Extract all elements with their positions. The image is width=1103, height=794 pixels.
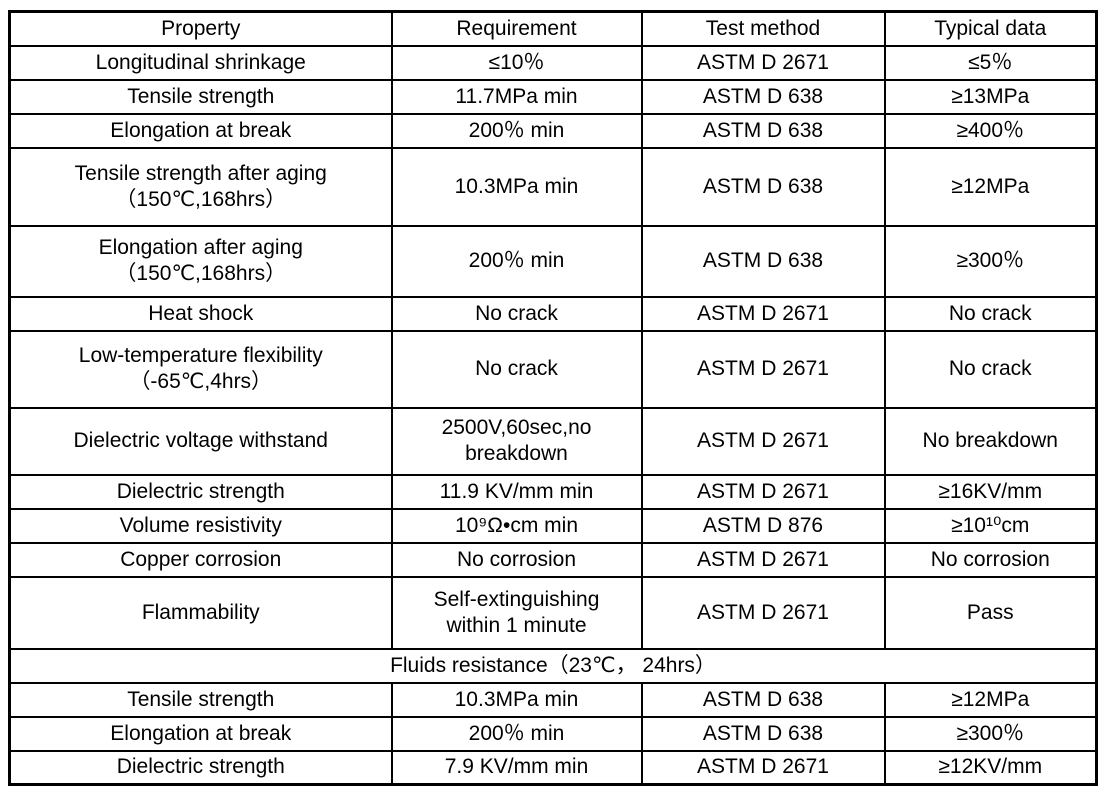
cell-typical-data: ≥12KV/mm bbox=[883, 749, 1098, 786]
cell-property: Volume resistivity bbox=[8, 507, 393, 544]
cell-test-method: ASTM D 638 bbox=[640, 224, 886, 298]
cell-typical-data: No corrosion bbox=[883, 541, 1098, 578]
cell-property: Tensile strength bbox=[8, 681, 393, 718]
cell-typical-data: ≤5％ bbox=[883, 44, 1098, 81]
cell-property: Dielectric strength bbox=[8, 749, 393, 786]
cell-typical-data: ≥400％ bbox=[883, 112, 1098, 149]
cell-typical-data: ≥300％ bbox=[883, 715, 1098, 752]
table-row: Flammability Self-extinguishing within 1… bbox=[8, 575, 1098, 650]
column-header-typical-data: Typical data bbox=[883, 10, 1098, 47]
cell-test-method: ASTM D 2671 bbox=[640, 541, 886, 578]
table-row: Elongation at break 200％ min ASTM D 638 … bbox=[8, 715, 1098, 752]
cell-test-method: ASTM D 876 bbox=[640, 507, 886, 544]
cell-test-method: ASTM D 2671 bbox=[640, 575, 886, 650]
table-row: Volume resistivity 10⁹Ω•cm min ASTM D 87… bbox=[8, 507, 1098, 544]
cell-property: Dielectric voltage withstand bbox=[8, 406, 393, 476]
cell-requirement: 10⁹Ω•cm min bbox=[390, 507, 643, 544]
cell-test-method: ASTM D 638 bbox=[640, 681, 886, 718]
section-header-row: Fluids resistance（23℃， 24hrs） bbox=[8, 647, 1098, 684]
cell-requirement: 10.3MPa min bbox=[390, 146, 643, 227]
cell-test-method: ASTM D 638 bbox=[640, 146, 886, 227]
cell-requirement: No crack bbox=[390, 295, 643, 332]
table-row: Tensile strength 11.7MPa min ASTM D 638 … bbox=[8, 78, 1098, 115]
column-header-requirement: Requirement bbox=[390, 10, 643, 47]
cell-property: Tensile strength bbox=[8, 78, 393, 115]
table-row: Tensile strength 10.3MPa min ASTM D 638 … bbox=[8, 681, 1098, 718]
table-row: Tensile strength after aging （150℃,168hr… bbox=[8, 146, 1098, 227]
cell-test-method: ASTM D 2671 bbox=[640, 406, 886, 476]
cell-requirement: 2500V,60sec,no breakdown bbox=[390, 406, 643, 476]
cell-requirement: ≤10％ bbox=[390, 44, 643, 81]
cell-property: Elongation after aging （150℃,168hrs） bbox=[8, 224, 393, 298]
table-row: Elongation at break 200％ min ASTM D 638 … bbox=[8, 112, 1098, 149]
cell-property: Heat shock bbox=[8, 295, 393, 332]
spec-table: Property Requirement Test method Typical… bbox=[8, 10, 1098, 786]
cell-test-method: ASTM D 638 bbox=[640, 78, 886, 115]
cell-requirement: 200％ min bbox=[390, 224, 643, 298]
cell-test-method: ASTM D 2671 bbox=[640, 473, 886, 510]
header-row: Property Requirement Test method Typical… bbox=[8, 10, 1098, 47]
cell-typical-data: No breakdown bbox=[883, 406, 1098, 476]
cell-typical-data: ≥13MPa bbox=[883, 78, 1098, 115]
cell-property: Dielectric strength bbox=[8, 473, 393, 510]
table-row: Elongation after aging （150℃,168hrs） 200… bbox=[8, 224, 1098, 298]
cell-test-method: ASTM D 2671 bbox=[640, 749, 886, 786]
section-header-label: Fluids resistance（23℃， 24hrs） bbox=[8, 647, 1098, 684]
cell-requirement: 200％ min bbox=[390, 715, 643, 752]
cell-typical-data: ≥10¹⁰cm bbox=[883, 507, 1098, 544]
cell-test-method: ASTM D 2671 bbox=[640, 44, 886, 81]
cell-property: Flammability bbox=[8, 575, 393, 650]
column-header-test-method: Test method bbox=[640, 10, 886, 47]
cell-requirement: 11.7MPa min bbox=[390, 78, 643, 115]
cell-typical-data: No crack bbox=[883, 295, 1098, 332]
table-row: Heat shock No crack ASTM D 2671 No crack bbox=[8, 295, 1098, 332]
cell-typical-data: ≥12MPa bbox=[883, 681, 1098, 718]
cell-test-method: ASTM D 2671 bbox=[640, 329, 886, 409]
cell-requirement: No corrosion bbox=[390, 541, 643, 578]
cell-typical-data: ≥16KV/mm bbox=[883, 473, 1098, 510]
cell-property: Elongation at break bbox=[8, 715, 393, 752]
cell-property: Copper corrosion bbox=[8, 541, 393, 578]
table-row: Copper corrosion No corrosion ASTM D 267… bbox=[8, 541, 1098, 578]
table-row: Dielectric voltage withstand 2500V,60sec… bbox=[8, 406, 1098, 476]
cell-requirement: 7.9 KV/mm min bbox=[390, 749, 643, 786]
column-header-property: Property bbox=[8, 10, 393, 47]
cell-property: Low-temperature flexibility （-65℃,4hrs） bbox=[8, 329, 393, 409]
table-row: Dielectric strength 11.9 KV/mm min ASTM … bbox=[8, 473, 1098, 510]
cell-requirement: 200％ min bbox=[390, 112, 643, 149]
table-row: Longitudinal shrinkage ≤10％ ASTM D 2671 … bbox=[8, 44, 1098, 81]
cell-test-method: ASTM D 638 bbox=[640, 715, 886, 752]
cell-test-method: ASTM D 2671 bbox=[640, 295, 886, 332]
cell-test-method: ASTM D 638 bbox=[640, 112, 886, 149]
table-row: Dielectric strength 7.9 KV/mm min ASTM D… bbox=[8, 749, 1098, 786]
cell-requirement: 11.9 KV/mm min bbox=[390, 473, 643, 510]
cell-typical-data: Pass bbox=[883, 575, 1098, 650]
cell-typical-data: ≥300％ bbox=[883, 224, 1098, 298]
cell-property: Longitudinal shrinkage bbox=[8, 44, 393, 81]
cell-requirement: 10.3MPa min bbox=[390, 681, 643, 718]
cell-requirement: No crack bbox=[390, 329, 643, 409]
table-row: Low-temperature flexibility （-65℃,4hrs） … bbox=[8, 329, 1098, 409]
cell-property: Tensile strength after aging （150℃,168hr… bbox=[8, 146, 393, 227]
cell-property: Elongation at break bbox=[8, 112, 393, 149]
cell-typical-data: No crack bbox=[883, 329, 1098, 409]
cell-typical-data: ≥12MPa bbox=[883, 146, 1098, 227]
cell-requirement: Self-extinguishing within 1 minute bbox=[390, 575, 643, 650]
